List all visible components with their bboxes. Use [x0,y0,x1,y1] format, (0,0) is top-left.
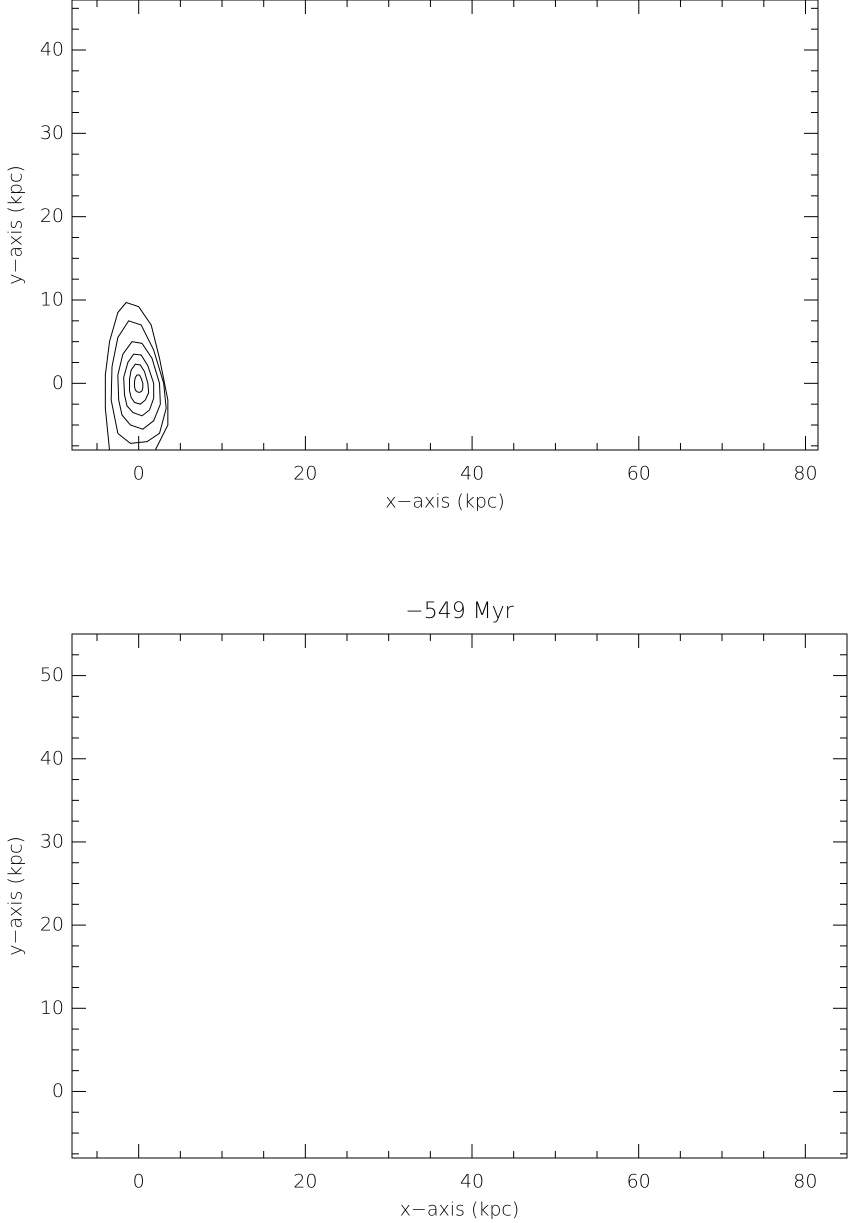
chart-title: −549 Myr [405,599,514,624]
x-tick-label: 60 [627,1171,651,1193]
y-tick-label: 0 [52,372,64,394]
contour-line [104,301,169,451]
y-tick-label: 10 [40,997,64,1019]
y-tick-label: 20 [40,205,64,227]
x-axis-label: x−axis (kpc) [400,1199,520,1221]
y-tick-label: 30 [40,830,64,852]
x-tick-label: 20 [293,463,317,485]
x-tick-label: 60 [627,463,651,485]
plot-frame [71,633,848,1159]
contour-line [110,320,167,444]
contour-line [129,363,150,405]
x-tick-label: 40 [460,463,484,485]
x-tick-label: 80 [793,463,817,485]
y-tick-label: 10 [40,289,64,311]
x-tick-label: 80 [793,1171,817,1193]
x-tick-label: 20 [293,1171,317,1193]
plot-frame [71,0,819,451]
y-axis-label: y−axis (kpc) [5,836,27,956]
x-tick-label: 0 [133,1171,145,1193]
contour-line [123,353,155,417]
x-axis-label: x−axis (kpc) [385,491,505,513]
contour-line [117,341,161,430]
y-tick-label: 40 [40,39,64,61]
x-tick-label: 40 [460,1171,484,1193]
y-tick-label: 40 [40,747,64,769]
y-axis-label: y−axis (kpc) [5,165,27,285]
y-tick-label: 20 [40,914,64,936]
contour-line [134,374,144,394]
y-tick-label: 50 [40,664,64,686]
y-tick-label: 0 [52,1080,64,1102]
x-tick-label: 0 [133,463,145,485]
y-tick-label: 30 [40,122,64,144]
